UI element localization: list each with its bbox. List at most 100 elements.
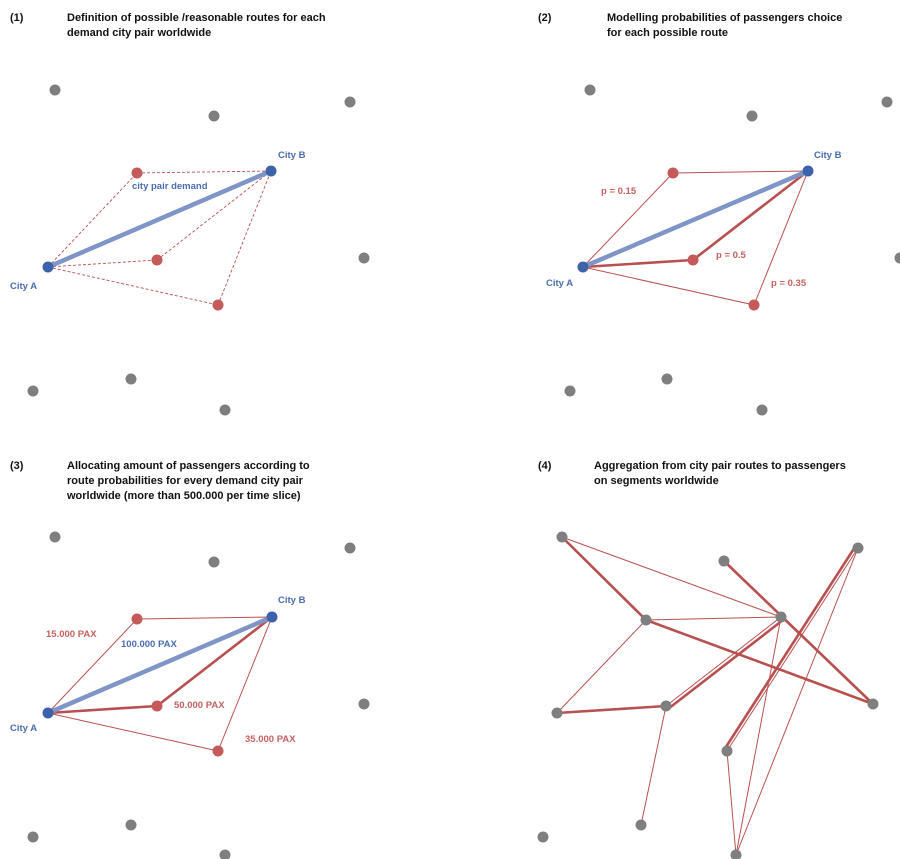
route-probability-label: p = 0.35: [771, 278, 807, 289]
grey-node: [49, 84, 61, 96]
panel-3-title: Allocating amount of passengers accordin…: [67, 459, 310, 504]
city-pair-demand-line: [47, 614, 273, 716]
city-b-node: [266, 611, 278, 623]
panel-2-number: (2): [538, 12, 552, 24]
city-b-node: [802, 165, 814, 177]
city-b-label: City B: [278, 150, 306, 161]
dashed-route: [136, 170, 272, 174]
segment-line: [665, 616, 782, 707]
grey-node: [867, 698, 879, 710]
panel-1-title-line-1: Definition of possible /reasonable route…: [67, 12, 326, 24]
segment-line: [726, 750, 737, 856]
grey-node: [49, 531, 61, 543]
panel-1-title: Definition of possible /reasonable route…: [67, 11, 326, 41]
route-line: [47, 712, 219, 752]
city-a-label: City A: [10, 723, 37, 734]
grey-node: [125, 819, 137, 831]
grey-node: [718, 555, 730, 567]
segment-line: [561, 536, 782, 618]
grey-node: [660, 700, 672, 712]
red-node: [687, 254, 699, 266]
panel-3-title-line-1: Allocating amount of passengers accordin…: [67, 460, 310, 472]
grey-node: [746, 110, 758, 122]
panel-2-diagram: City A City B p = 0.15 p = 0.5 p = 0.35: [546, 84, 900, 416]
route-line: [582, 172, 674, 268]
segment-line-heavy: [667, 618, 784, 711]
segment-line: [640, 705, 667, 826]
grey-node: [640, 614, 652, 626]
segment-line-heavy: [561, 536, 647, 621]
city-a-label: City A: [10, 281, 37, 292]
segment-line: [735, 616, 782, 856]
dashed-route: [217, 170, 272, 306]
red-node: [131, 167, 143, 179]
red-node: [151, 254, 163, 266]
segment-line: [735, 547, 859, 856]
grey-node: [344, 96, 356, 108]
dashed-route: [47, 259, 158, 268]
red-node: [131, 613, 143, 625]
city-b-node: [265, 165, 277, 177]
panel-2-title-line-1: Modelling probabilities of passengers ch…: [607, 12, 843, 24]
city-pair-demand-label: city pair demand: [132, 181, 208, 192]
route-line: [753, 170, 809, 306]
grey-node: [730, 849, 742, 859]
city-a-node: [577, 261, 589, 273]
panel-3-diagram: City A City B 100.000 PAX 15.000 PAX 50.…: [10, 531, 370, 859]
city-a-node: [42, 261, 54, 273]
grey-node: [27, 385, 39, 397]
grey-node: [564, 385, 576, 397]
grey-node: [881, 96, 893, 108]
city-b-label: City B: [814, 150, 842, 161]
dashed-route: [47, 266, 219, 306]
route-line: [582, 258, 694, 269]
dashed-route: [47, 172, 138, 268]
red-node: [667, 167, 679, 179]
route-line: [156, 615, 273, 708]
panel-4-number: (4): [538, 460, 552, 472]
grey-node: [756, 404, 768, 416]
grey-node: [219, 404, 231, 416]
grey-node: [537, 831, 549, 843]
grey-node: [344, 542, 356, 554]
segment-line: [645, 616, 782, 621]
grey-node: [661, 373, 673, 385]
route-pax-label: 50.000 PAX: [174, 700, 225, 711]
route-line: [672, 170, 809, 174]
segment-line-heavy: [722, 546, 857, 751]
panel-3-title-line-2: route probabilities for every demand cit…: [67, 475, 303, 487]
segment-line-heavy: [645, 618, 874, 706]
panel-4-title-line-2: on segments worldwide: [594, 475, 719, 487]
city-b-label: City B: [278, 595, 306, 606]
grey-node: [894, 252, 900, 264]
grey-node: [208, 556, 220, 568]
route-line: [217, 616, 273, 752]
route-probability-label: p = 0.15: [601, 186, 637, 197]
grey-node: [219, 849, 231, 859]
grey-node: [551, 707, 563, 719]
dashed-route: [156, 170, 272, 261]
panel-2-title: Modelling probabilities of passengers ch…: [607, 11, 842, 41]
red-node: [151, 700, 163, 712]
city-a-label: City A: [546, 278, 573, 289]
segment-line-heavy: [556, 704, 667, 715]
grey-node: [775, 611, 787, 623]
red-node: [212, 745, 224, 757]
panel-1-title-line-2: demand city pair worldwide: [67, 27, 212, 39]
grey-node: [208, 110, 220, 122]
panel-4-diagram: [537, 531, 879, 859]
red-node: [748, 299, 760, 311]
panel-3-number: (3): [10, 460, 24, 472]
panel-1-diagram: City A City B city pair demand: [10, 84, 370, 416]
red-node: [212, 299, 224, 311]
grey-node: [27, 831, 39, 843]
grey-node: [721, 745, 733, 757]
demand-pax-label: 100.000 PAX: [121, 639, 177, 650]
panel-2-title-line-2: for each possible route: [607, 27, 729, 39]
city-a-node: [42, 707, 54, 719]
grey-node: [556, 531, 568, 543]
grey-node: [358, 252, 370, 264]
city-pair-demand-line: [47, 168, 272, 270]
route-probability-label: p = 0.5: [716, 250, 747, 261]
